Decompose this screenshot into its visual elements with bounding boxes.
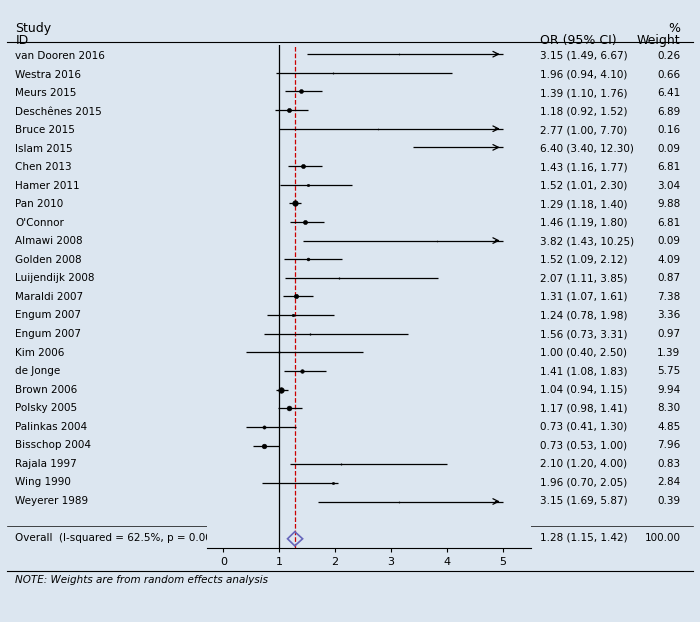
Text: 1.28 (1.15, 1.42): 1.28 (1.15, 1.42) (540, 533, 628, 543)
Text: 6.81: 6.81 (657, 162, 680, 172)
Text: Golden 2008: Golden 2008 (15, 255, 82, 265)
Text: 1.18 (0.92, 1.52): 1.18 (0.92, 1.52) (540, 106, 628, 116)
Text: 1.41 (1.08, 1.83): 1.41 (1.08, 1.83) (540, 366, 628, 376)
Text: Brown 2006: Brown 2006 (15, 384, 78, 394)
Text: 2.77 (1.00, 7.70): 2.77 (1.00, 7.70) (540, 125, 628, 135)
Text: Meurs 2015: Meurs 2015 (15, 88, 77, 98)
Text: Hamer 2011: Hamer 2011 (15, 181, 80, 191)
Text: 0.66: 0.66 (657, 70, 680, 80)
Text: 1.96 (0.70, 2.05): 1.96 (0.70, 2.05) (540, 477, 628, 487)
Text: 1.17 (0.98, 1.41): 1.17 (0.98, 1.41) (540, 403, 628, 413)
Text: 6.89: 6.89 (657, 106, 680, 116)
Text: 2.07 (1.11, 3.85): 2.07 (1.11, 3.85) (540, 274, 628, 284)
Text: 1.96 (0.94, 4.10): 1.96 (0.94, 4.10) (540, 70, 628, 80)
Text: 1.00 (0.40, 2.50): 1.00 (0.40, 2.50) (540, 348, 627, 358)
Text: Westra 2016: Westra 2016 (15, 70, 81, 80)
Text: 1.29 (1.18, 1.40): 1.29 (1.18, 1.40) (540, 199, 628, 209)
Text: 0.73 (0.41, 1.30): 0.73 (0.41, 1.30) (540, 422, 628, 432)
Text: 9.94: 9.94 (657, 384, 680, 394)
Text: %: % (668, 22, 680, 35)
Text: Luijendijk 2008: Luijendijk 2008 (15, 274, 95, 284)
Text: Pan 2010: Pan 2010 (15, 199, 64, 209)
Text: 1.52 (1.01, 2.30): 1.52 (1.01, 2.30) (540, 181, 628, 191)
Text: 0.87: 0.87 (657, 274, 680, 284)
Text: Weyerer 1989: Weyerer 1989 (15, 496, 88, 506)
Text: 8.30: 8.30 (657, 403, 680, 413)
Text: Study: Study (15, 22, 52, 35)
Text: Polsky 2005: Polsky 2005 (15, 403, 78, 413)
Text: Kim 2006: Kim 2006 (15, 348, 65, 358)
Text: 6.41: 6.41 (657, 88, 680, 98)
Text: 3.04: 3.04 (657, 181, 680, 191)
Text: Wing 1990: Wing 1990 (15, 477, 71, 487)
Text: 1.39 (1.10, 1.76): 1.39 (1.10, 1.76) (540, 88, 628, 98)
Text: 4.85: 4.85 (657, 422, 680, 432)
Text: 6.40 (3.40, 12.30): 6.40 (3.40, 12.30) (540, 144, 634, 154)
Text: Deschênes 2015: Deschênes 2015 (15, 106, 102, 116)
Text: Engum 2007: Engum 2007 (15, 310, 81, 320)
Text: 6.81: 6.81 (657, 218, 680, 228)
Text: 100.00: 100.00 (645, 533, 680, 543)
Text: 1.04 (0.94, 1.15): 1.04 (0.94, 1.15) (540, 384, 628, 394)
Text: 3.15 (1.69, 5.87): 3.15 (1.69, 5.87) (540, 496, 628, 506)
Text: O'Connor: O'Connor (15, 218, 64, 228)
Text: ID: ID (15, 34, 29, 47)
Text: 1.43 (1.16, 1.77): 1.43 (1.16, 1.77) (540, 162, 628, 172)
Text: Chen 2013: Chen 2013 (15, 162, 72, 172)
Text: Overall  (I-squared = 62.5%, p = 0.000): Overall (I-squared = 62.5%, p = 0.000) (15, 533, 223, 543)
Text: 1.24 (0.78, 1.98): 1.24 (0.78, 1.98) (540, 310, 628, 320)
Text: 0.09: 0.09 (657, 144, 680, 154)
Text: 2.84: 2.84 (657, 477, 680, 487)
Text: 0.09: 0.09 (657, 236, 680, 246)
Text: Weight: Weight (637, 34, 680, 47)
Text: OR (95% CI): OR (95% CI) (540, 34, 617, 47)
Text: 1.52 (1.09, 2.12): 1.52 (1.09, 2.12) (540, 255, 628, 265)
Text: 7.38: 7.38 (657, 292, 680, 302)
Text: 9.88: 9.88 (657, 199, 680, 209)
Text: 7.96: 7.96 (657, 440, 680, 450)
Text: 1.46 (1.19, 1.80): 1.46 (1.19, 1.80) (540, 218, 628, 228)
Text: Rajala 1997: Rajala 1997 (15, 459, 77, 469)
Text: 0.26: 0.26 (657, 51, 680, 61)
Text: Maraldi 2007: Maraldi 2007 (15, 292, 83, 302)
Text: 3.36: 3.36 (657, 310, 680, 320)
Text: 3.82 (1.43, 10.25): 3.82 (1.43, 10.25) (540, 236, 634, 246)
Text: 4.09: 4.09 (657, 255, 680, 265)
Text: Bruce 2015: Bruce 2015 (15, 125, 76, 135)
Text: 1.56 (0.73, 3.31): 1.56 (0.73, 3.31) (540, 329, 628, 339)
Text: 0.39: 0.39 (657, 496, 680, 506)
Text: van Dooren 2016: van Dooren 2016 (15, 51, 105, 61)
Text: 0.73 (0.53, 1.00): 0.73 (0.53, 1.00) (540, 440, 627, 450)
Text: Palinkas 2004: Palinkas 2004 (15, 422, 88, 432)
Text: 3.15 (1.49, 6.67): 3.15 (1.49, 6.67) (540, 51, 628, 61)
Text: 1.31 (1.07, 1.61): 1.31 (1.07, 1.61) (540, 292, 628, 302)
Text: 0.16: 0.16 (657, 125, 680, 135)
Text: NOTE: Weights are from random effects analysis: NOTE: Weights are from random effects an… (15, 575, 268, 585)
Text: 0.83: 0.83 (657, 459, 680, 469)
Text: Bisschop 2004: Bisschop 2004 (15, 440, 92, 450)
Text: 5.75: 5.75 (657, 366, 680, 376)
Text: Islam 2015: Islam 2015 (15, 144, 73, 154)
Text: de Jonge: de Jonge (15, 366, 61, 376)
Text: 0.97: 0.97 (657, 329, 680, 339)
Text: 1.39: 1.39 (657, 348, 680, 358)
Text: Engum 2007: Engum 2007 (15, 329, 81, 339)
Text: 2.10 (1.20, 4.00): 2.10 (1.20, 4.00) (540, 459, 627, 469)
Text: Almawi 2008: Almawi 2008 (15, 236, 83, 246)
